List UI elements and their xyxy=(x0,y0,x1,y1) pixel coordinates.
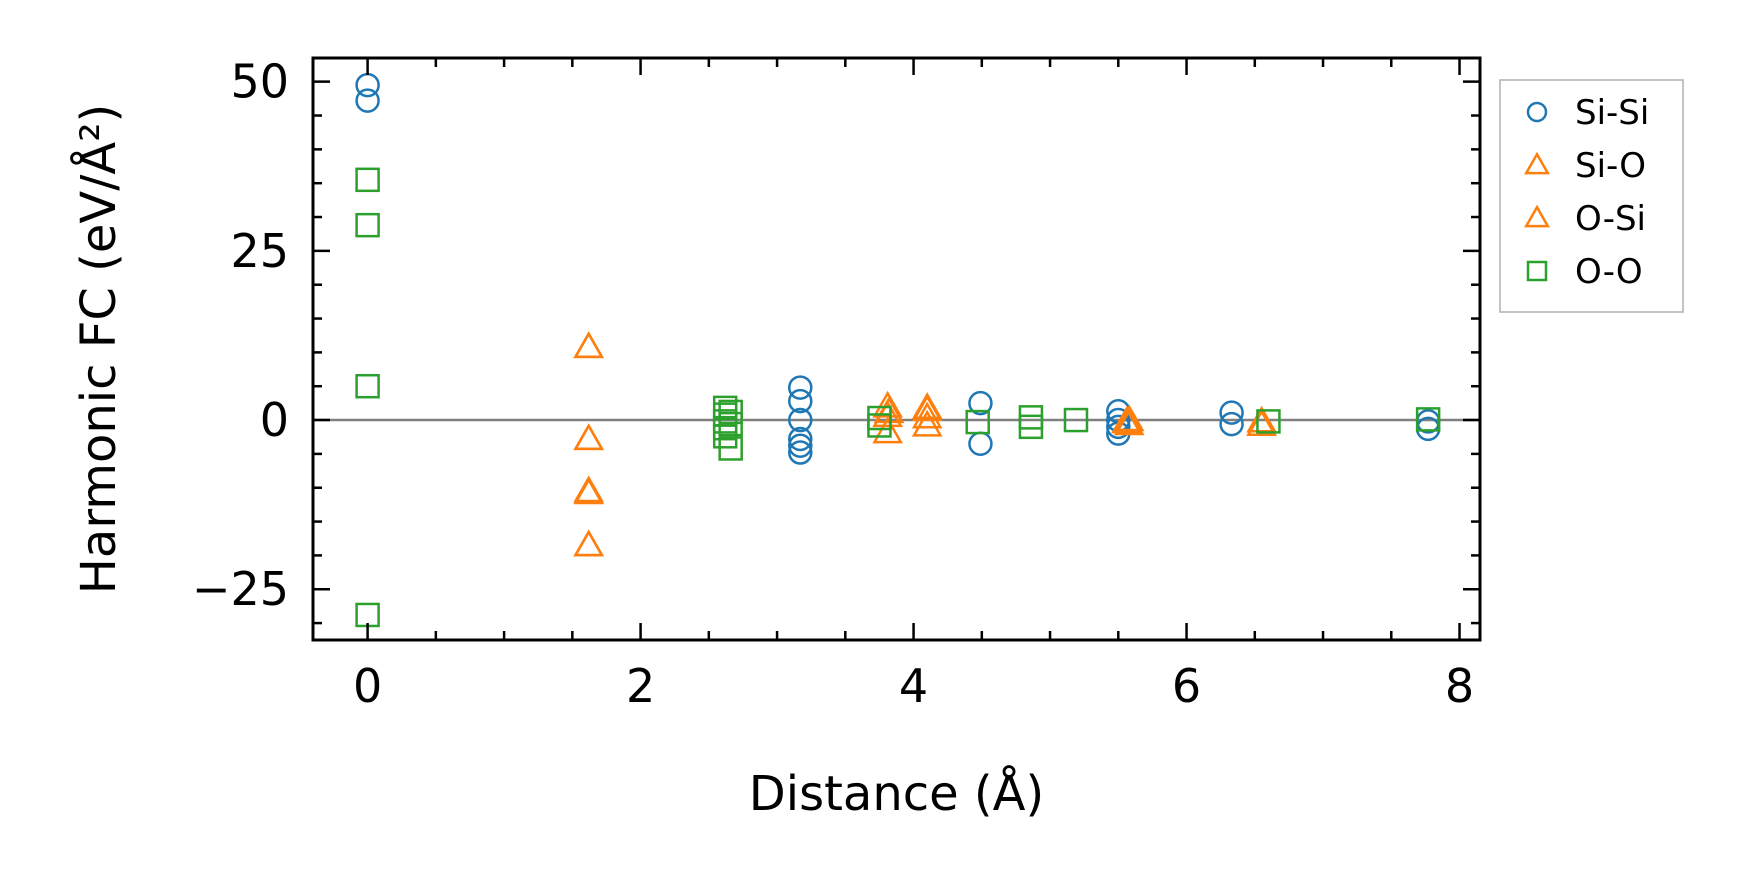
axis-ticks xyxy=(313,58,1480,640)
point-si-o xyxy=(872,390,903,418)
point-o-si xyxy=(1111,406,1142,434)
legend-marker xyxy=(1524,204,1550,228)
legend-marker xyxy=(1524,151,1550,175)
point-si-si xyxy=(968,390,993,416)
point-o-o xyxy=(355,212,380,238)
point-si-o xyxy=(872,416,903,444)
legend-marker xyxy=(1526,101,1548,123)
legend: Si-Si Si-O O-Si O-O xyxy=(1499,79,1684,313)
legend-label: O-Si xyxy=(1575,199,1646,239)
point-o-o xyxy=(718,436,743,461)
point-o-si xyxy=(573,475,605,503)
point-si-si xyxy=(788,388,813,414)
point-si-si xyxy=(788,375,813,400)
point-o-o xyxy=(355,602,380,628)
x-axis-label: Distance (Å) xyxy=(749,765,1044,822)
point-si-o xyxy=(1246,409,1277,436)
point-si-si xyxy=(788,407,813,433)
point-si-si xyxy=(788,433,813,459)
y-tick-label: 50 xyxy=(230,55,289,109)
point-si-o xyxy=(573,331,605,359)
y-tick-label: 25 xyxy=(230,224,289,278)
point-o-o xyxy=(965,409,990,435)
point-si-o xyxy=(573,529,605,557)
point-si-o xyxy=(573,477,605,505)
legend-label: Si-O xyxy=(1575,146,1646,186)
point-si-o xyxy=(911,401,943,429)
tick-labels: 0 2 4 6 8 −25 0 25 50 xyxy=(192,55,1474,713)
legend-marker xyxy=(1526,260,1548,282)
point-si-si xyxy=(1106,414,1131,440)
point-o-o xyxy=(355,373,380,399)
point-si-o xyxy=(573,423,605,451)
point-o-o xyxy=(1415,407,1441,432)
legend-label: O-O xyxy=(1575,252,1643,292)
y-tick-label: −25 xyxy=(192,562,289,616)
data-points xyxy=(355,72,1441,628)
point-o-si xyxy=(573,331,605,359)
point-si-si xyxy=(1219,400,1244,425)
point-o-o xyxy=(718,411,743,437)
x-tick-label: 8 xyxy=(1445,659,1474,713)
point-o-o xyxy=(355,167,380,193)
point-o-o xyxy=(1063,407,1089,433)
point-o-si xyxy=(911,394,943,422)
x-tick-label: 4 xyxy=(899,659,928,713)
x-tick-label: 6 xyxy=(1172,659,1201,713)
point-o-si xyxy=(573,423,605,451)
plot-frame xyxy=(311,56,1482,642)
point-si-o xyxy=(1113,404,1145,432)
point-o-o xyxy=(867,413,892,438)
point-si-o xyxy=(911,409,943,437)
plot-area xyxy=(311,56,1482,642)
point-o-o xyxy=(1018,405,1044,430)
point-o-o xyxy=(1256,409,1281,434)
point-si-si xyxy=(1219,411,1244,437)
point-o-si xyxy=(873,396,905,424)
y-axis-label: Harmonic FC (eV/Å²) xyxy=(70,104,127,594)
point-si-o xyxy=(1113,408,1145,436)
x-tick-label: 0 xyxy=(353,659,382,713)
point-si-si xyxy=(355,88,380,113)
point-si-si xyxy=(968,431,993,456)
point-o-si xyxy=(573,529,605,557)
point-o-o xyxy=(1018,414,1044,440)
y-tick-label: 0 xyxy=(260,393,289,447)
point-si-si xyxy=(788,440,813,465)
point-si-si xyxy=(788,426,813,452)
legend-label: Si-Si xyxy=(1575,93,1649,133)
x-tick-label: 2 xyxy=(626,659,655,713)
